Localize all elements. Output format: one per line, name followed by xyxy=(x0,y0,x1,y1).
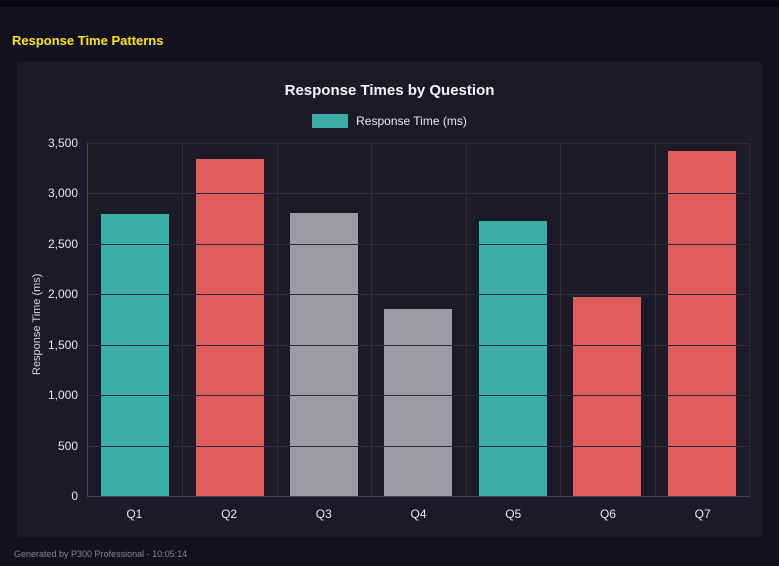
v-gridline xyxy=(276,143,278,496)
plot-area: 0 500 1,000 1,500 2,000 2,500 3,000 3,500 xyxy=(48,136,750,503)
x-tick-label: Q2 xyxy=(221,507,238,521)
v-gridline xyxy=(182,143,184,496)
y-tick-label: 1,000 xyxy=(47,388,78,403)
bar-slot xyxy=(560,143,654,496)
bar-q6[interactable] xyxy=(573,297,642,496)
bar-q7[interactable] xyxy=(667,151,736,496)
y-tick-label: 500 xyxy=(57,438,78,453)
v-gridline xyxy=(465,143,467,496)
chart-panel: Response Times by Question Response Time… xyxy=(17,62,762,537)
y-tick-label: 2,500 xyxy=(47,236,78,251)
bar-slot xyxy=(182,143,276,496)
x-tick-label: Q4 xyxy=(410,507,427,521)
bars-layer xyxy=(88,143,749,496)
y-tick-label: 2,000 xyxy=(47,287,78,302)
x-tick-label: Q7 xyxy=(694,507,711,521)
chart-title: Response Times by Question xyxy=(284,82,495,99)
h-gridline xyxy=(88,395,749,397)
legend-label: Response Time (ms) xyxy=(356,114,467,128)
h-gridline xyxy=(88,344,749,346)
legend-swatch xyxy=(312,114,349,128)
bar-slot xyxy=(88,143,182,496)
x-axis-labels: Q1 Q2 Q3 Q4 Q5 Q6 Q7 xyxy=(87,507,750,521)
bar-q5[interactable] xyxy=(478,220,547,496)
bar-slot xyxy=(371,143,465,496)
y-tick-label: 1,500 xyxy=(47,337,78,352)
bar-slot xyxy=(466,143,560,496)
bar-slot xyxy=(277,143,371,496)
y-tick-label: 3,500 xyxy=(47,136,78,150)
app-heading: Response Time Patterns xyxy=(12,33,164,48)
h-gridline xyxy=(88,243,749,245)
bar-q3[interactable] xyxy=(290,212,359,496)
y-tick-label: 3,000 xyxy=(47,186,78,201)
h-gridline xyxy=(88,445,749,447)
x-tick-label: Q5 xyxy=(505,507,522,521)
bar-slot xyxy=(655,143,749,496)
h-gridline xyxy=(88,294,749,296)
bar-q1[interactable] xyxy=(101,213,170,496)
x-tick-label: Q6 xyxy=(599,507,616,521)
y-tick-label: 0 xyxy=(71,489,78,503)
h-gridline xyxy=(88,193,749,195)
v-gridline xyxy=(371,143,373,496)
x-tick-label: Q1 xyxy=(126,507,143,521)
bar-q2[interactable] xyxy=(195,159,264,496)
bar-q4[interactable] xyxy=(384,309,453,496)
h-gridline xyxy=(88,143,749,144)
footer-note: Generated by P300 Professional - 10:05:1… xyxy=(14,549,188,559)
legend[interactable]: Response Time (ms) xyxy=(17,114,762,128)
x-tick-label: Q3 xyxy=(315,507,332,521)
v-gridline xyxy=(654,143,656,496)
y-axis-title: Response Time (ms) xyxy=(31,273,43,375)
v-gridline xyxy=(560,143,562,496)
top-strip xyxy=(0,0,779,7)
